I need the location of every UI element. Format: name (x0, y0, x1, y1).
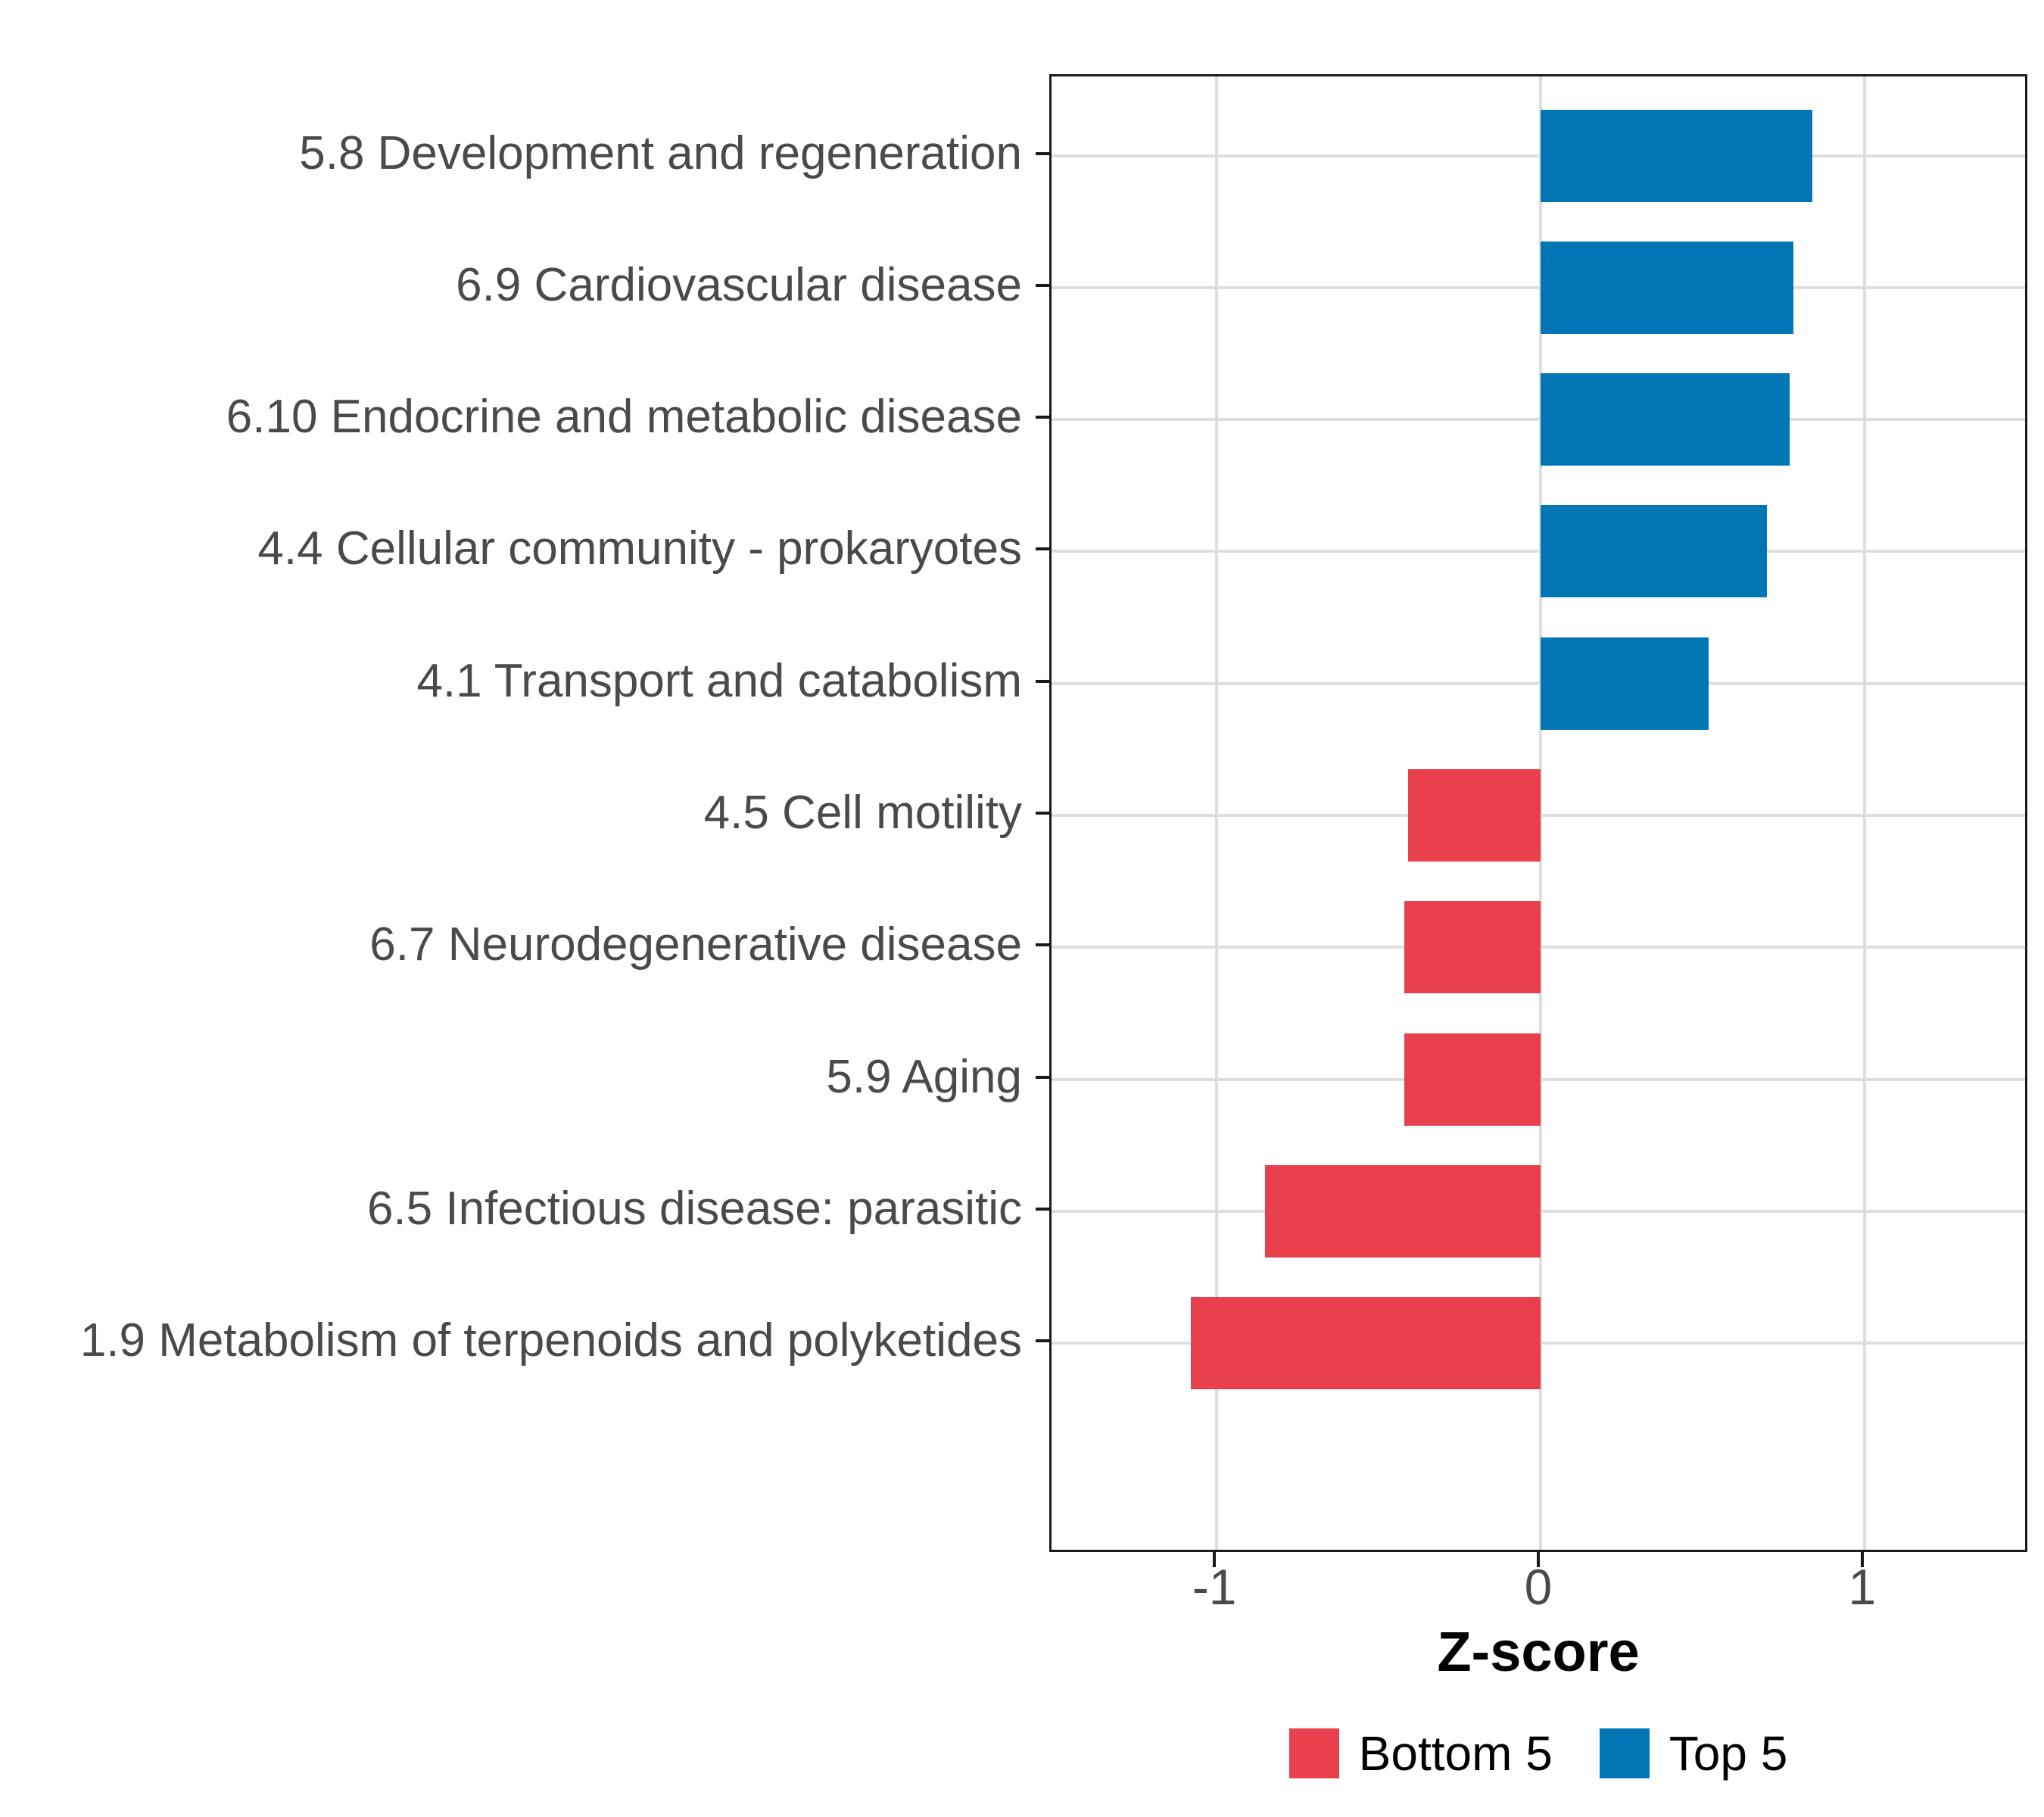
y-tick-mark (1036, 812, 1049, 815)
legend-key-swatch (1288, 1728, 1339, 1778)
y-tick-mark (1036, 547, 1049, 551)
gridline-horizontal (1052, 418, 2025, 422)
x-tick-label: 1 (1848, 1559, 1877, 1615)
legend-item: Top 5 (1599, 1725, 1788, 1781)
bar (1404, 901, 1541, 994)
bar (1541, 109, 1813, 202)
x-axis-title: Z-score (1437, 1620, 1640, 1683)
gridline-vertical (1862, 76, 1866, 1550)
bar (1265, 1164, 1541, 1258)
bar (1541, 241, 1793, 334)
x-tick-label: -1 (1192, 1559, 1237, 1615)
y-tick-mark (1036, 679, 1049, 683)
legend-item-label: Top 5 (1669, 1726, 1788, 1781)
y-axis-label: 5.8 Development and regeneration (299, 126, 1022, 179)
gridline-horizontal (1052, 154, 2025, 157)
y-axis-label: 6.9 Cardiovascular disease (456, 258, 1022, 311)
x-tick-label: 0 (1524, 1559, 1553, 1615)
y-tick-mark (1036, 416, 1049, 419)
y-axis-label: 4.4 Cellular community - prokaryotes (257, 522, 1022, 575)
y-tick-mark (1036, 1075, 1049, 1079)
legend: Bottom 5 Top 5 (1049, 1725, 2027, 1782)
y-axis-label: 4.1 Transport and catabolism (416, 654, 1022, 707)
bar (1190, 1297, 1541, 1390)
plot-panel (1049, 74, 2027, 1552)
gridline-horizontal (1052, 285, 2025, 289)
y-axis-label: 6.7 Neurodegenerative disease (369, 918, 1022, 971)
y-axis-label: 6.10 Endocrine and metabolic disease (226, 391, 1022, 444)
bar (1541, 373, 1790, 466)
y-tick-mark (1036, 151, 1049, 155)
y-axis-label: 6.5 Infectious disease: parasitic (366, 1182, 1022, 1235)
gridline-horizontal (1052, 550, 2025, 553)
x-tick-mark (1537, 1552, 1540, 1567)
gridline-horizontal (1052, 681, 2025, 685)
legend-key-swatch (1599, 1728, 1650, 1778)
bar (1541, 637, 1709, 730)
bar (1407, 769, 1541, 862)
bar (1541, 505, 1768, 598)
y-tick-mark (1036, 943, 1049, 947)
y-axis-label: 4.5 Cell motility (703, 787, 1022, 839)
y-tick-mark (1036, 1339, 1049, 1343)
gridline-vertical (1215, 76, 1219, 1550)
x-tick-mark (1213, 1552, 1217, 1567)
y-tick-mark (1036, 1207, 1049, 1211)
y-axis-label: 5.9 Aging (826, 1050, 1022, 1103)
y-tick-mark (1036, 283, 1049, 287)
x-tick-mark (1860, 1552, 1864, 1567)
legend-item: Bottom 5 (1288, 1725, 1553, 1781)
gridline-vertical (1539, 76, 1542, 1550)
y-axis-label: 1.9 Metabolism of terpenoids and polyket… (79, 1314, 1022, 1367)
legend-item-label: Bottom 5 (1358, 1726, 1553, 1781)
bar (1404, 1033, 1541, 1126)
